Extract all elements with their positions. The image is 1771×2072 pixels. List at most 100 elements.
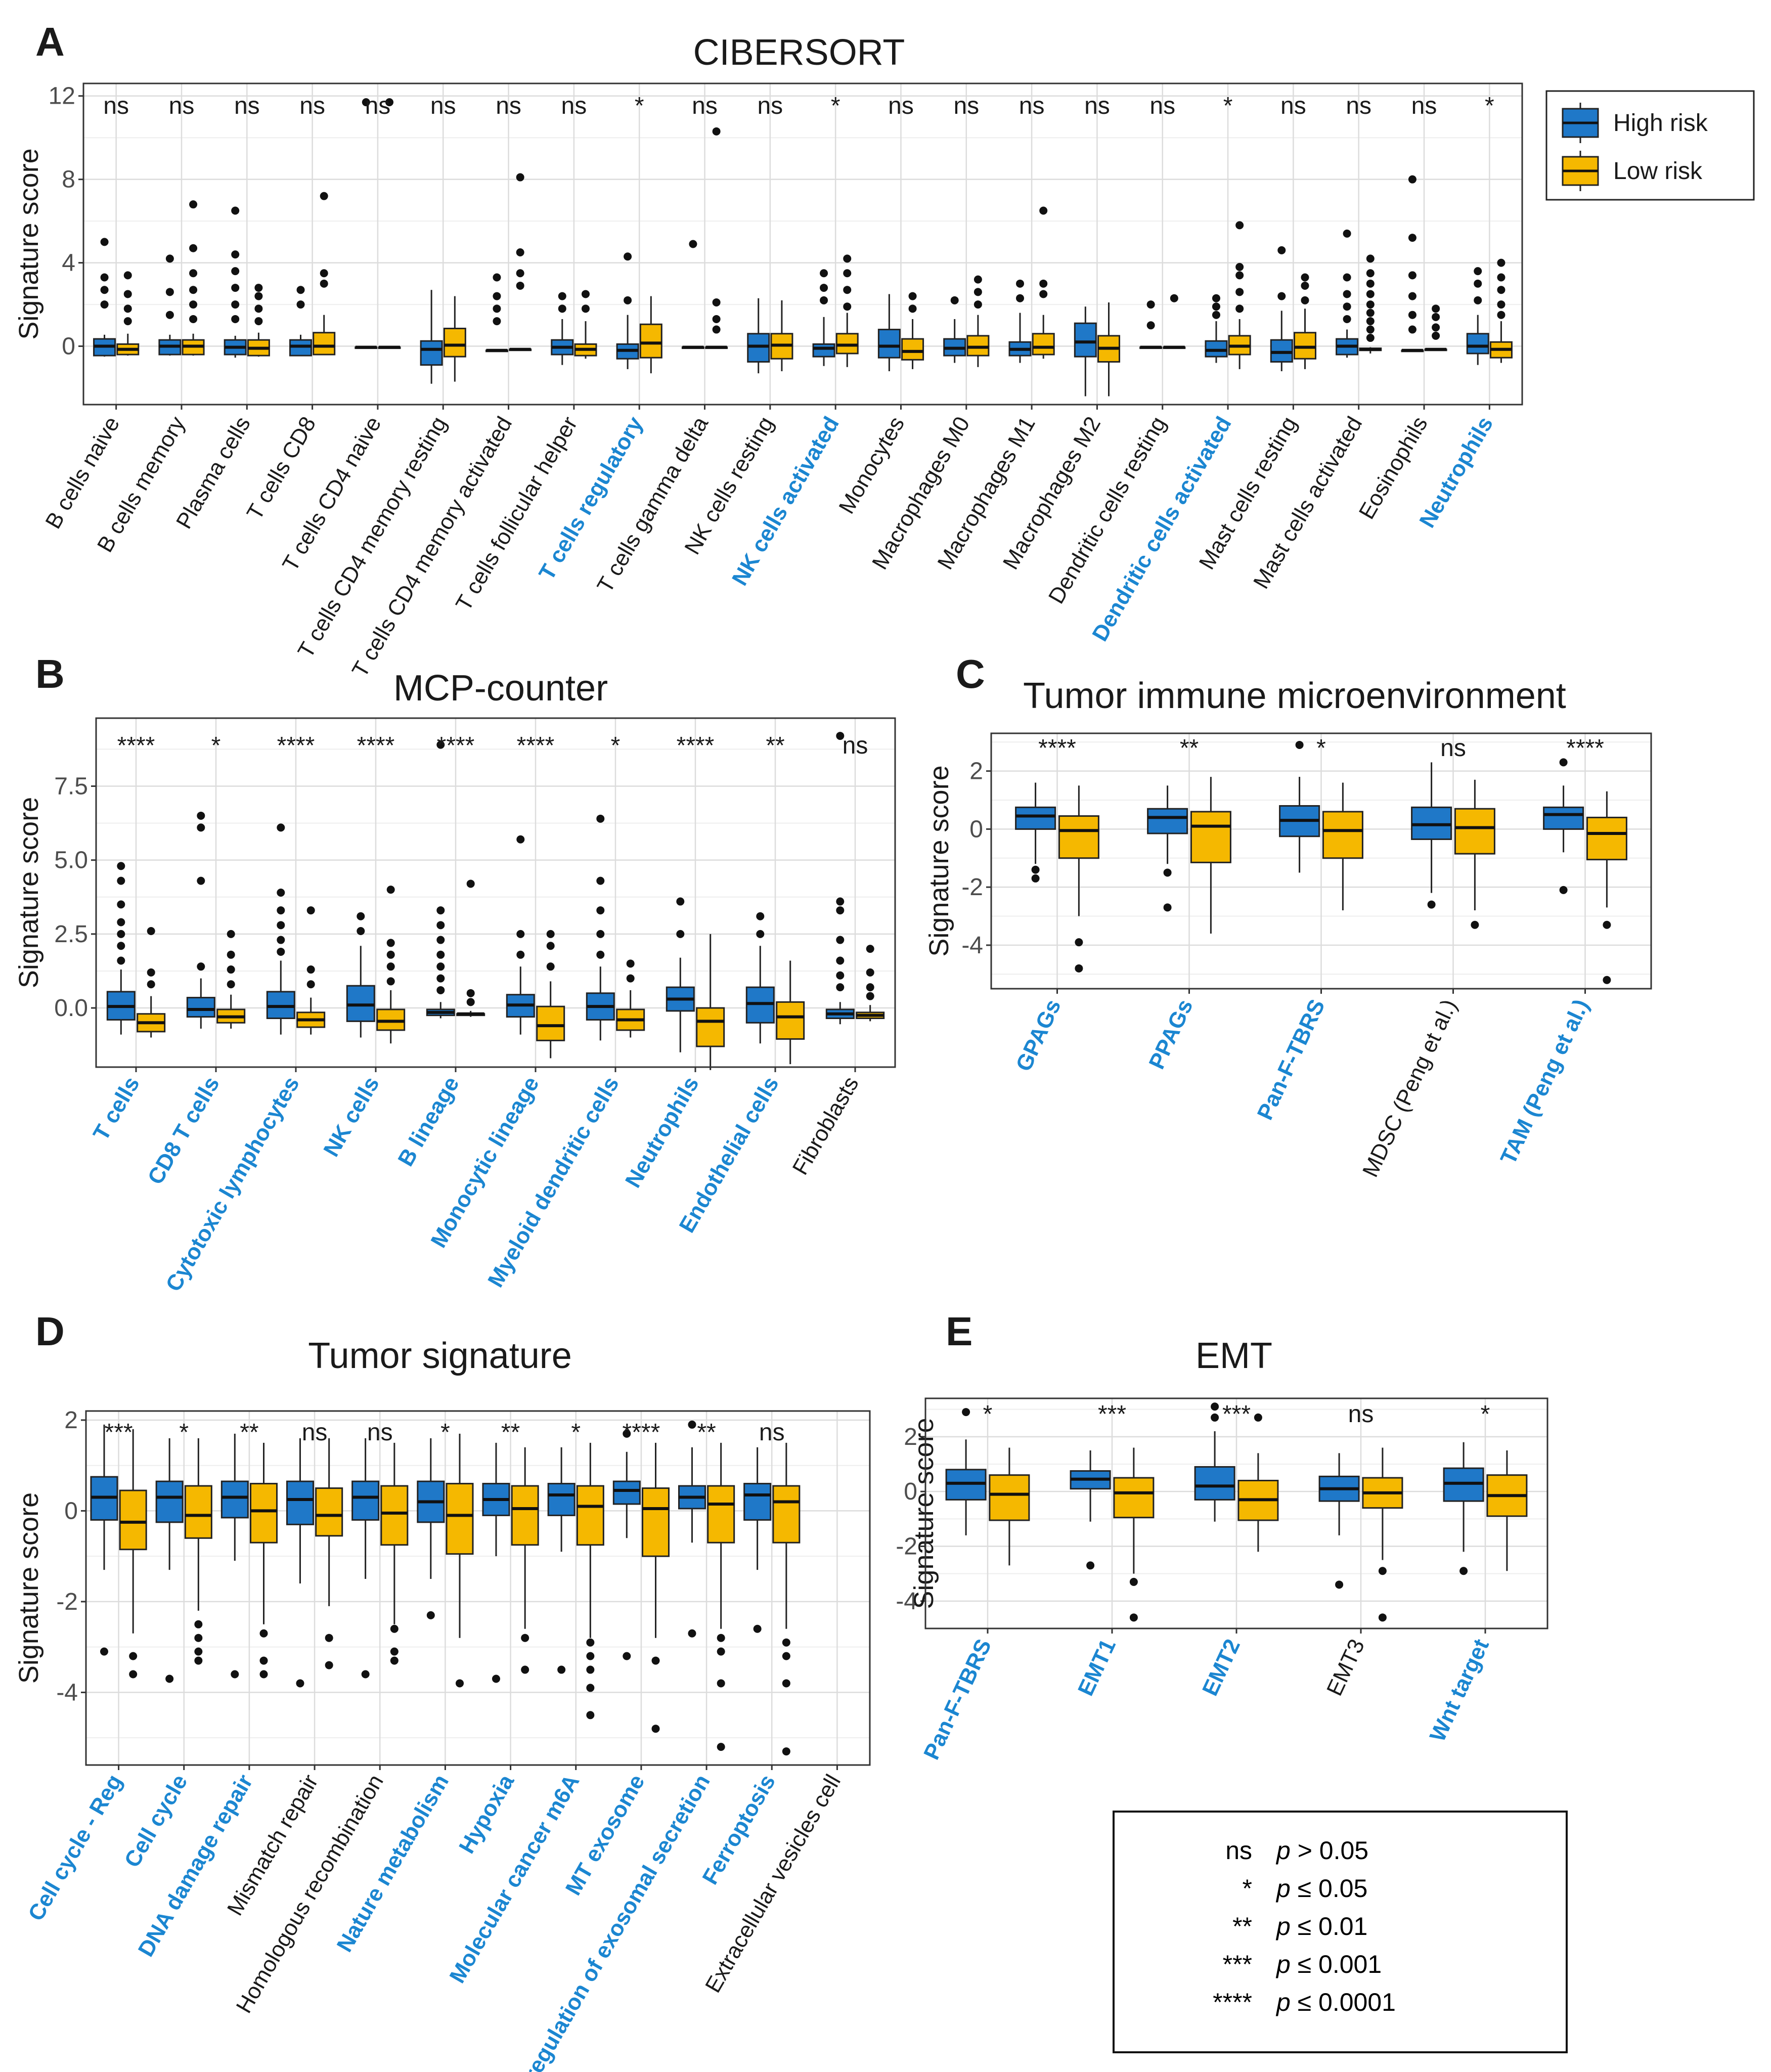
box-iqr bbox=[315, 1487, 343, 1537]
box-high-risk bbox=[551, 292, 574, 365]
box-low-risk bbox=[446, 1433, 474, 1688]
outlier-point bbox=[1366, 279, 1375, 288]
box-high-risk bbox=[945, 1408, 987, 1535]
box-iqr bbox=[1543, 806, 1584, 830]
outlier-point bbox=[712, 127, 721, 136]
y-axis-title: Signature score bbox=[14, 148, 44, 339]
x-category-label: GPAGs bbox=[1011, 996, 1066, 1075]
box-iqr bbox=[1270, 339, 1293, 363]
outlier-point bbox=[1408, 234, 1416, 242]
outlier-point bbox=[973, 300, 982, 309]
box-high-risk bbox=[612, 1429, 641, 1660]
box-high-risk bbox=[93, 238, 116, 357]
box-high-risk bbox=[616, 252, 639, 369]
x-category-label: EMT1 bbox=[1073, 1636, 1121, 1700]
y-axis-title: Signature score bbox=[14, 797, 44, 988]
y-tick-label: -2 bbox=[961, 874, 983, 901]
box-low-risk bbox=[705, 127, 728, 349]
box-low-risk bbox=[509, 173, 532, 351]
box-iqr bbox=[446, 1483, 474, 1555]
outlier-point bbox=[820, 296, 828, 304]
box-low-risk bbox=[901, 292, 924, 369]
significance-label: ** bbox=[240, 1419, 258, 1446]
outlier-point bbox=[689, 240, 697, 248]
significance-label: * bbox=[983, 1401, 993, 1428]
box-low-risk bbox=[772, 1442, 801, 1756]
significance-threshold: p ≤ 0.05 bbox=[1276, 1874, 1368, 1903]
outlier-point bbox=[1471, 920, 1479, 929]
significance-label: ns bbox=[1019, 93, 1045, 119]
x-category-label: Pan-F-TBRS bbox=[1253, 996, 1330, 1124]
box-high-risk bbox=[1466, 267, 1489, 365]
outlier-point bbox=[717, 1634, 725, 1642]
outlier-point bbox=[1497, 258, 1506, 267]
outlier-point bbox=[1343, 315, 1351, 323]
outlier-point bbox=[1146, 300, 1155, 309]
significance-label: ns bbox=[1149, 93, 1175, 119]
box-iqr bbox=[642, 1487, 670, 1557]
box-iqr bbox=[1190, 811, 1231, 863]
box-high-risk bbox=[485, 273, 508, 352]
box-iqr bbox=[989, 1474, 1030, 1521]
outlier-point bbox=[147, 968, 155, 977]
box-high-risk bbox=[351, 1438, 380, 1679]
box-high-risk bbox=[90, 1424, 118, 1656]
outlier-point bbox=[782, 1679, 790, 1688]
outlier-point bbox=[581, 304, 590, 313]
outlier-point bbox=[1408, 311, 1416, 319]
outlier-point bbox=[626, 974, 635, 983]
outlier-point bbox=[651, 1725, 660, 1733]
outlier-point bbox=[165, 288, 174, 296]
y-tick-label: 0 bbox=[904, 1478, 917, 1505]
outlier-point bbox=[1378, 1613, 1387, 1622]
box-low-risk bbox=[313, 192, 336, 356]
box-iqr bbox=[1015, 806, 1056, 830]
box-low-risk bbox=[1097, 302, 1121, 396]
outlier-point bbox=[1343, 273, 1351, 282]
significance-label: * bbox=[1223, 93, 1233, 119]
box-low-risk bbox=[511, 1447, 539, 1674]
box-low-risk bbox=[776, 960, 805, 1065]
outlier-point bbox=[1497, 300, 1506, 309]
outlier-point bbox=[1301, 281, 1309, 290]
significance-label: * bbox=[611, 732, 621, 759]
y-tick-label: -4 bbox=[896, 1588, 917, 1615]
box-low-risk bbox=[835, 254, 859, 367]
box-low-risk bbox=[536, 930, 565, 1059]
x-category-label: NK cells bbox=[319, 1073, 384, 1161]
outlier-point bbox=[386, 950, 395, 959]
y-tick-label: 5.0 bbox=[54, 847, 88, 874]
box-high-risk bbox=[1411, 762, 1452, 909]
y-tick-label: 0 bbox=[64, 1497, 78, 1524]
box-high-risk bbox=[420, 290, 443, 384]
outlier-point bbox=[753, 1624, 762, 1633]
outlier-point bbox=[100, 238, 109, 246]
outlier-point bbox=[493, 317, 501, 326]
outlier-point bbox=[836, 983, 845, 992]
outlier-point bbox=[1163, 868, 1172, 877]
box-iqr bbox=[812, 343, 835, 358]
outlier-point bbox=[836, 897, 845, 906]
box-low-risk bbox=[380, 1442, 409, 1665]
significance-label: ns bbox=[953, 93, 979, 119]
outlier-point bbox=[626, 959, 635, 968]
outlier-point bbox=[676, 930, 685, 938]
x-category-label: Hypoxia bbox=[454, 1770, 519, 1858]
box-iqr bbox=[380, 1485, 409, 1546]
box-high-risk bbox=[289, 286, 313, 357]
box-high-risk bbox=[812, 269, 835, 366]
significance-label: ns bbox=[888, 93, 914, 119]
chart-title: Tumor signature bbox=[308, 1336, 572, 1376]
box-high-risk bbox=[158, 254, 182, 356]
outlier-point bbox=[436, 974, 445, 983]
outlier-point bbox=[194, 1620, 203, 1628]
x-category-label: EMT3 bbox=[1322, 1636, 1369, 1700]
box-high-risk bbox=[666, 897, 695, 1052]
outlier-point bbox=[1366, 317, 1375, 326]
outlier-point bbox=[1170, 294, 1178, 302]
significance-label: **** bbox=[677, 732, 715, 759]
box-iqr bbox=[220, 1480, 249, 1519]
outlier-point bbox=[362, 98, 370, 107]
outlier-point bbox=[1474, 296, 1482, 304]
outlier-point bbox=[836, 732, 845, 740]
